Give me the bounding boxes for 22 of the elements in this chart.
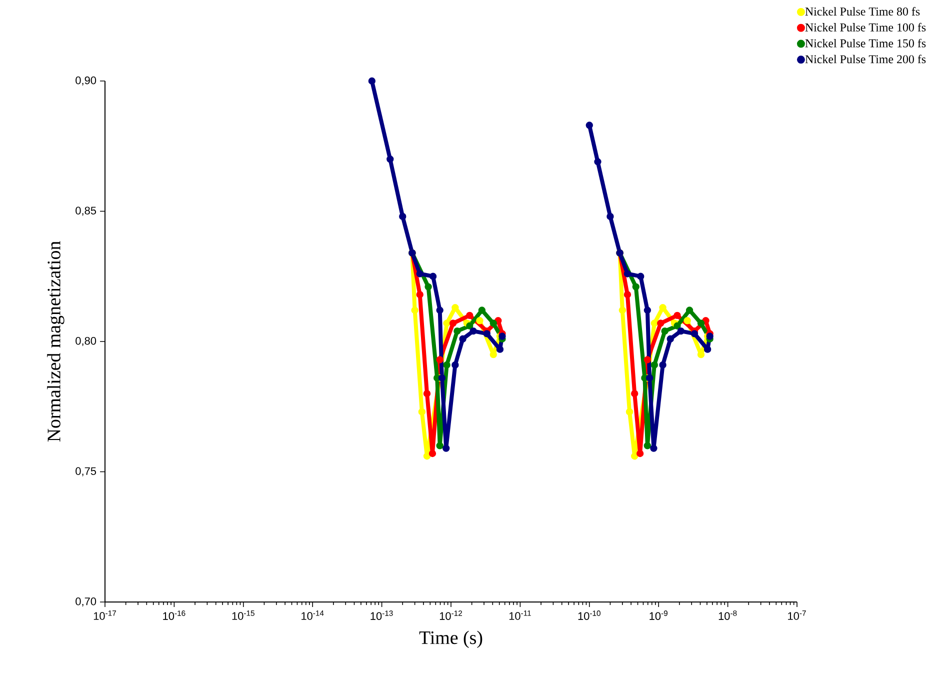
- y-tick-label: 0,85: [76, 206, 96, 216]
- y-axis-title: Normalized magnetization: [47, 241, 64, 442]
- x-tick-label: 10$^{-11}$: [509, 610, 531, 620]
- y-tick-label: 0,80: [76, 336, 96, 346]
- legend-label: Nickel Pulse Time 200 fs: [805, 54, 926, 64]
- legend-label: Nickel Pulse Time 100 fs: [805, 22, 926, 32]
- y-tick-label: 0,75: [76, 467, 96, 476]
- x-tick-label: 10$^{-16}$: [163, 610, 186, 620]
- x-tick-label: 10$^{-15}$: [232, 610, 254, 620]
- x-tick-label: 10$^{-17}$: [94, 610, 116, 620]
- legend-label: Nickel Pulse Time 80 fs: [805, 7, 920, 16]
- x-axis-title: Time (s): [419, 630, 482, 648]
- x-tick-label: 10$^{-13}$: [370, 610, 393, 620]
- x-tick-label: 10$^{-12}$: [440, 610, 462, 620]
- x-tick-label: 10$^{-14}$: [302, 610, 324, 620]
- y-tick-label: 0,90: [76, 76, 96, 86]
- y-tick-label: 0,70: [76, 597, 96, 607]
- x-tick-label: 10$^{-7}$: [788, 610, 806, 620]
- x-tick-label: 10$^{-10}$: [578, 610, 600, 620]
- x-tick-label: 10$^{-9}$: [650, 610, 668, 620]
- x-tick-label: 10$^{-8}$: [718, 610, 737, 620]
- legend-label: Nickel Pulse Time 150 fs: [805, 38, 926, 48]
